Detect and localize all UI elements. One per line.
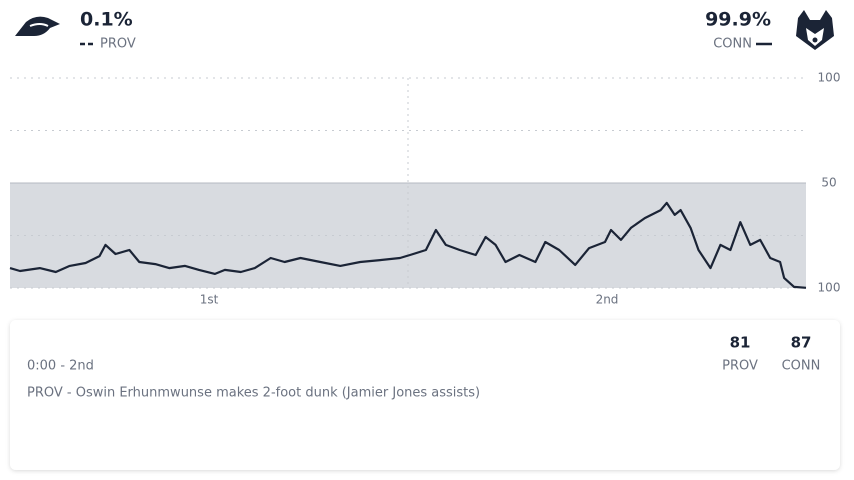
home-logo [796,10,834,50]
away-prob: 0.1% [80,9,133,31]
home-prob: 99.9% [705,9,771,31]
x-tick-label: 1st [200,293,219,307]
away-logo [15,16,60,36]
score-team: PROV [722,359,758,374]
away-abbr: PROV [100,37,136,52]
x-tick-label: 2nd [596,293,619,307]
play-card [10,320,840,470]
y-tick-label: 50 [821,176,836,190]
y-tick-label: 100 [818,281,841,295]
score: 87 [791,334,812,352]
score-team: CONN [782,359,821,374]
home-abbr: CONN [713,37,752,52]
win-prob-line [9,201,807,289]
score: 81 [730,334,751,352]
y-tick-label: 100 [818,71,841,85]
play-clock: 0:00 - 2nd [27,359,94,374]
play-text: PROV - Oswin Erhunmwunse makes 2-foot du… [27,386,480,401]
